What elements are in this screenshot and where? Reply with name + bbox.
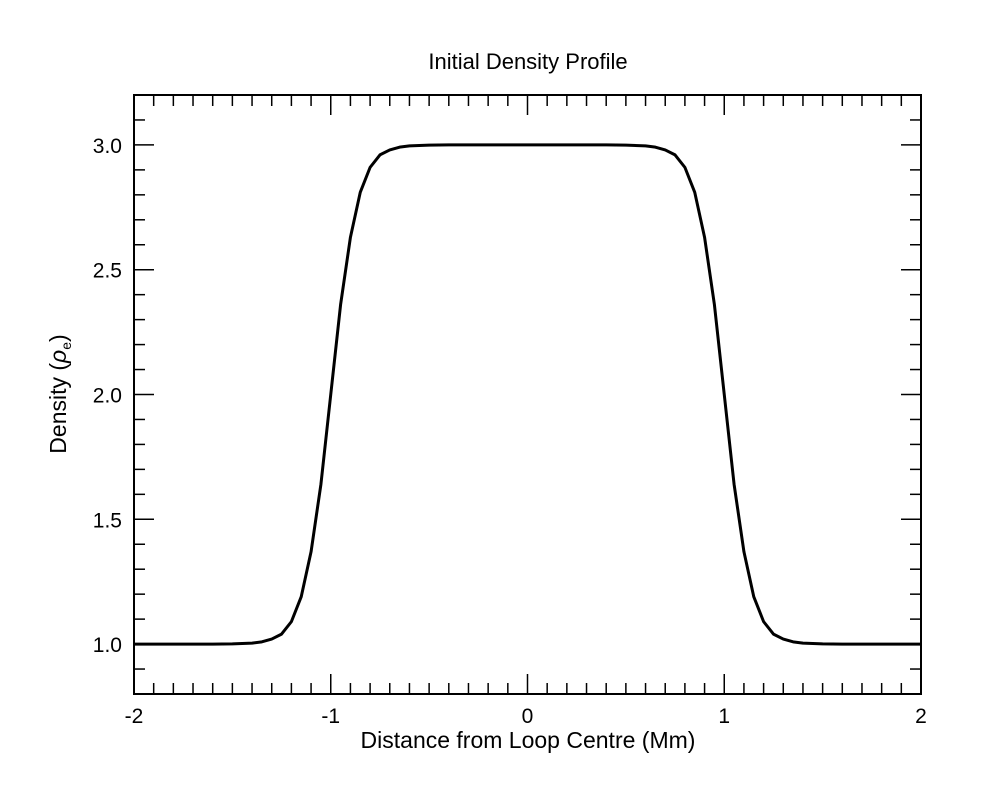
x-tick-label: 1 <box>718 705 730 728</box>
y-axis-label-symbol: ρ <box>45 350 71 364</box>
chart-title: Initial Density Profile <box>428 49 627 74</box>
plot-frame <box>133 94 922 695</box>
major-ticks <box>133 95 922 694</box>
y-tick-labels: 1.0 1.5 2.0 2.5 3.0 <box>93 135 122 657</box>
x-tick-label: 2 <box>915 705 927 728</box>
y-tick-label: 2.5 <box>93 260 122 283</box>
x-axis-label: Distance from Loop Centre (Mm) <box>361 727 696 753</box>
y-axis-label: Density (ρe) <box>45 334 74 453</box>
y-tick-label: 1.0 <box>93 634 122 657</box>
y-axis-label-subscript: e <box>58 342 74 350</box>
y-tick-label: 3.0 <box>93 135 122 158</box>
x-tick-label: 0 <box>522 705 534 728</box>
y-tick-label: 1.5 <box>93 509 122 532</box>
x-tick-label: -2 <box>125 705 144 728</box>
y-tick-label: 2.0 <box>93 385 122 408</box>
y-axis-label-suffix: ) <box>45 334 71 342</box>
y-axis-label-prefix: Density ( <box>45 363 71 454</box>
x-tick-label: -1 <box>321 705 340 728</box>
x-tick-labels: -2 -1 0 1 2 <box>125 705 927 728</box>
minor-ticks <box>134 95 921 694</box>
density-line <box>134 143 921 646</box>
